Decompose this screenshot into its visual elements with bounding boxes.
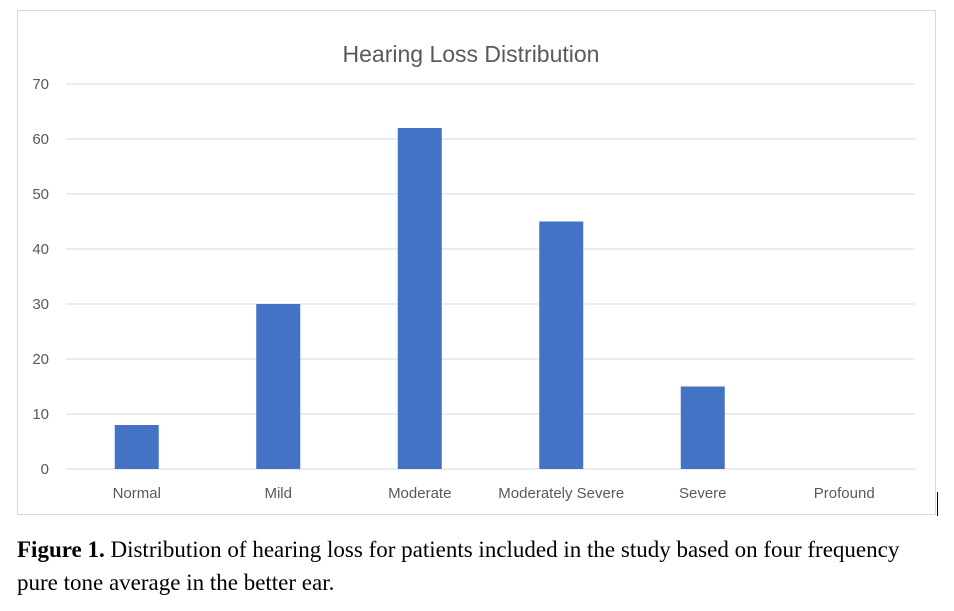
y-tick-label: 0 — [41, 461, 49, 478]
bars — [114, 128, 725, 469]
y-tick-label: 40 — [32, 241, 49, 258]
x-category-label: Severe — [679, 485, 727, 502]
bar-moderate — [397, 128, 442, 469]
y-tick-label: 50 — [32, 186, 49, 203]
chart-area: Hearing Loss Distribution 0 10 20 30 40 50 60 7… — [17, 10, 936, 515]
y-axis-ticks: 0 10 20 30 40 50 60 70 — [32, 76, 49, 478]
x-category-label: Mild — [264, 485, 292, 502]
y-tick-label: 30 — [32, 296, 49, 313]
caption-label: Figure 1. — [17, 537, 105, 562]
x-category-label: Profound — [814, 485, 875, 502]
bar-moderately-severe — [539, 221, 584, 469]
x-axis-labels: Normal Mild Moderate Moderately Severe Sever… — [113, 485, 875, 502]
y-tick-label: 60 — [32, 131, 49, 148]
x-category-label: Moderate — [388, 485, 451, 502]
chart-title: Hearing Loss Distribution — [343, 41, 600, 67]
bar-mild — [256, 304, 301, 469]
caption-text: Distribution of hearing loss for patient… — [17, 537, 900, 595]
x-category-label: Normal — [113, 485, 161, 502]
y-tick-label: 10 — [32, 406, 49, 423]
bar-normal — [114, 425, 159, 469]
divider-mark — [937, 492, 938, 516]
bar-severe — [680, 386, 725, 469]
y-tick-label: 20 — [32, 351, 49, 368]
x-category-label: Moderately Severe — [498, 485, 624, 502]
figure-caption: Figure 1. Distribution of hearing loss f… — [17, 533, 937, 599]
bar-chart: Hearing Loss Distribution 0 10 20 30 40 50 60 7… — [32, 41, 915, 502]
gridlines — [66, 83, 915, 470]
y-tick-label: 70 — [32, 76, 49, 93]
